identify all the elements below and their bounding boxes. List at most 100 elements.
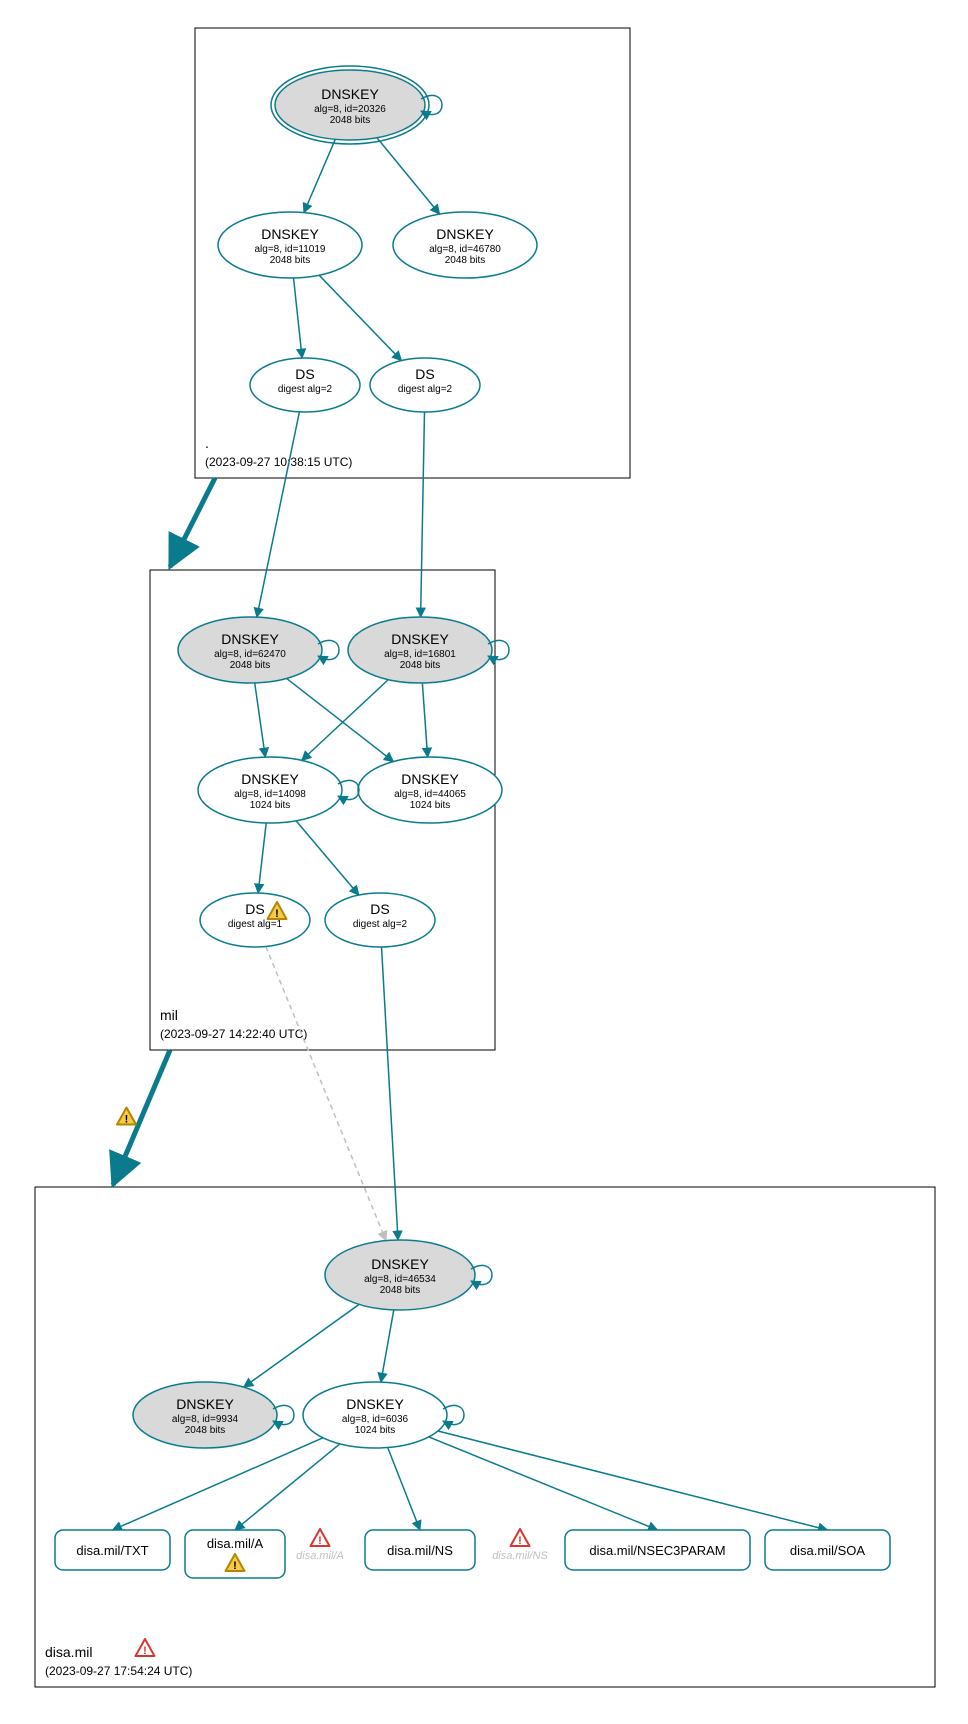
svg-text:alg=8, id=20326: alg=8, id=20326 [314,104,386,115]
rrset-rr_soa: disa.mil/SOA [765,1530,890,1570]
rrset-rr_txt: disa.mil/TXT [55,1530,170,1570]
edge [319,275,401,360]
edge [287,678,394,761]
svg-text:!: ! [143,1645,147,1657]
edge [377,138,440,214]
svg-text:DNSKEY: DNSKEY [391,631,449,647]
svg-text:2048 bits: 2048 bits [185,1425,226,1436]
svg-text:(2023-09-27 14:22:40 UTC): (2023-09-27 14:22:40 UTC) [160,1027,307,1041]
svg-text:2048 bits: 2048 bits [445,255,486,266]
svg-text:disa.mil/SOA: disa.mil/SOA [790,1543,865,1558]
node-mil_ds2: DS digest alg=2 [325,893,435,947]
node-root_ksk: DNSKEY alg=8, id=203262048 bits [271,66,429,144]
svg-text:DNSKEY: DNSKEY [241,771,299,787]
svg-text:alg=8, id=46780: alg=8, id=46780 [429,244,501,255]
rrset-rr_nsec: disa.mil/NSEC3PARAM [565,1530,750,1570]
edge [294,278,303,358]
svg-text:DNSKEY: DNSKEY [321,86,379,102]
svg-text:DNSKEY: DNSKEY [176,1396,234,1412]
edge [258,823,266,893]
svg-text:2048 bits: 2048 bits [400,660,441,671]
svg-text:DS: DS [295,366,314,382]
svg-text:alg=8, id=16801: alg=8, id=16801 [384,649,456,660]
svg-text:digest alg=2: digest alg=2 [278,384,333,395]
svg-text:DS: DS [415,366,434,382]
svg-text:digest alg=2: digest alg=2 [398,384,453,395]
svg-text:disa.mil/NS: disa.mil/NS [387,1543,453,1558]
edge [382,947,399,1240]
svg-text:2048 bits: 2048 bits [270,255,311,266]
svg-text:alg=8, id=44065: alg=8, id=44065 [394,789,466,800]
node-mil_zsk1: DNSKEY alg=8, id=140981024 bits [198,757,342,823]
svg-text:DNSKEY: DNSKEY [261,226,319,242]
svg-text:2048 bits: 2048 bits [230,660,271,671]
edge [266,946,386,1240]
edge [296,821,359,895]
node-root_zsk2: DNSKEY alg=8, id=467802048 bits [393,212,537,278]
svg-text:digest alg=2: digest alg=2 [353,919,408,930]
node-mil_ksk1: DNSKEY alg=8, id=624702048 bits [178,617,322,683]
svg-text:2048 bits: 2048 bits [330,115,371,126]
edge [438,1431,828,1530]
node-root_ds2: DS digest alg=2 [370,358,480,412]
svg-text:disa.mil/NSEC3PARAM: disa.mil/NSEC3PARAM [589,1543,725,1558]
svg-text:!: ! [318,1535,322,1547]
svg-text:!: ! [518,1535,522,1547]
edge [388,1447,420,1530]
svg-text:2048 bits: 2048 bits [380,1285,421,1296]
svg-text:alg=8, id=46534: alg=8, id=46534 [364,1274,436,1285]
svg-text:alg=8, id=62470: alg=8, id=62470 [214,649,286,660]
node-root_ds1: DS digest alg=2 [250,358,360,412]
node-mil_zsk2: DNSKEY alg=8, id=440651024 bits [358,757,502,823]
svg-text:alg=8, id=14098: alg=8, id=14098 [234,789,306,800]
edge [422,683,427,757]
svg-text:!: ! [275,908,279,920]
svg-text:alg=8, id=11019: alg=8, id=11019 [255,244,326,255]
svg-text:DS: DS [245,901,264,917]
delegation-arrow-root_to_mil [170,478,215,567]
svg-text:DNSKEY: DNSKEY [401,771,459,787]
edge [304,139,335,212]
svg-text:disa.mil/TXT: disa.mil/TXT [76,1543,148,1558]
edge [244,1304,359,1387]
rrset-rr_a: disa.mil/A! [185,1530,285,1578]
node-disa_ksk: DNSKEY alg=8, id=465342048 bits [325,1240,475,1310]
ghost-ghost_a: ! disa.mil/A [296,1529,344,1562]
svg-text:disa.mil/NS: disa.mil/NS [492,1550,548,1562]
node-disa_zsk: DNSKEY alg=8, id=60361024 bits [303,1382,447,1448]
svg-text:1024 bits: 1024 bits [355,1425,396,1436]
edge [429,1437,658,1530]
node-mil_ksk2: DNSKEY alg=8, id=168012048 bits [348,617,492,683]
edge [421,412,425,617]
svg-text:disa.mil: disa.mil [45,1644,92,1660]
delegation-arrow-mil_to_disa: ! [113,1050,170,1185]
svg-text:alg=8, id=9934: alg=8, id=9934 [172,1414,239,1425]
edge [255,683,266,757]
svg-text:DNSKEY: DNSKEY [436,226,494,242]
svg-text:mil: mil [160,1007,178,1023]
svg-text:(2023-09-27 17:54:24 UTC): (2023-09-27 17:54:24 UTC) [45,1664,192,1678]
svg-text:1024 bits: 1024 bits [250,800,291,811]
dnssec-diagram: . (2023-09-27 10:38:15 UTC) mil (2023-09-27… [0,0,968,1724]
svg-text:disa.mil/A: disa.mil/A [207,1536,264,1551]
edge [381,1310,394,1382]
node-root_zsk1: DNSKEY alg=8, id=110192048 bits [218,212,362,278]
svg-text:DNSKEY: DNSKEY [346,1396,404,1412]
svg-text:.: . [205,435,209,451]
rrset-rr_ns: disa.mil/NS [365,1530,475,1570]
node-disa_k2: DNSKEY alg=8, id=99342048 bits [133,1382,277,1448]
svg-text:DNSKEY: DNSKEY [371,1256,429,1272]
edge [257,412,300,617]
edge [235,1444,340,1530]
svg-text:(2023-09-27 10:38:15 UTC): (2023-09-27 10:38:15 UTC) [205,455,352,469]
svg-text:!: ! [125,1114,129,1126]
svg-text:alg=8, id=6036: alg=8, id=6036 [342,1414,409,1425]
svg-text:digest alg=1: digest alg=1 [228,919,283,930]
ghost-ghost_ns: ! disa.mil/NS [492,1529,548,1562]
svg-text:1024 bits: 1024 bits [410,800,451,811]
svg-text:DNSKEY: DNSKEY [221,631,279,647]
svg-text:DS: DS [370,901,389,917]
svg-text:!: ! [233,1560,237,1572]
svg-text:disa.mil/A: disa.mil/A [296,1550,344,1562]
node-mil_ds1: DS digest alg=1! [200,893,310,947]
